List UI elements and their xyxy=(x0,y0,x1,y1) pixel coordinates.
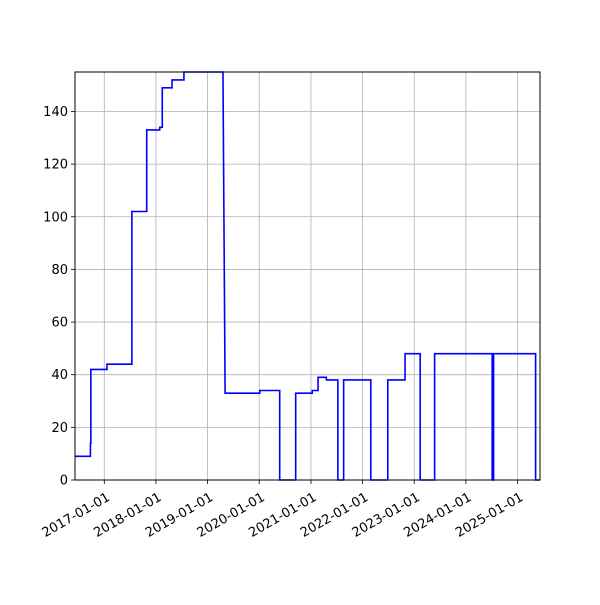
axes-frame xyxy=(74,71,541,481)
x-axis: 2017-01-012018-01-012019-01-012020-01-01… xyxy=(40,480,526,541)
y-tick-label: 140 xyxy=(43,105,68,120)
y-axis: 0 20 40 60 80 100 120 140 xyxy=(43,105,75,489)
y-tick-label: 0 xyxy=(60,474,68,489)
y-tick-label: 40 xyxy=(51,368,68,383)
grid xyxy=(75,72,540,481)
y-tick-label: 60 xyxy=(51,316,68,331)
y-tick-label: 80 xyxy=(51,263,68,278)
series-layer xyxy=(75,71,540,481)
plot-frame xyxy=(74,71,541,481)
y-tick-label: 120 xyxy=(43,158,68,173)
y-tick-label: 20 xyxy=(51,421,68,436)
series-line-0 xyxy=(75,71,540,481)
y-tick-label: 100 xyxy=(43,210,68,225)
